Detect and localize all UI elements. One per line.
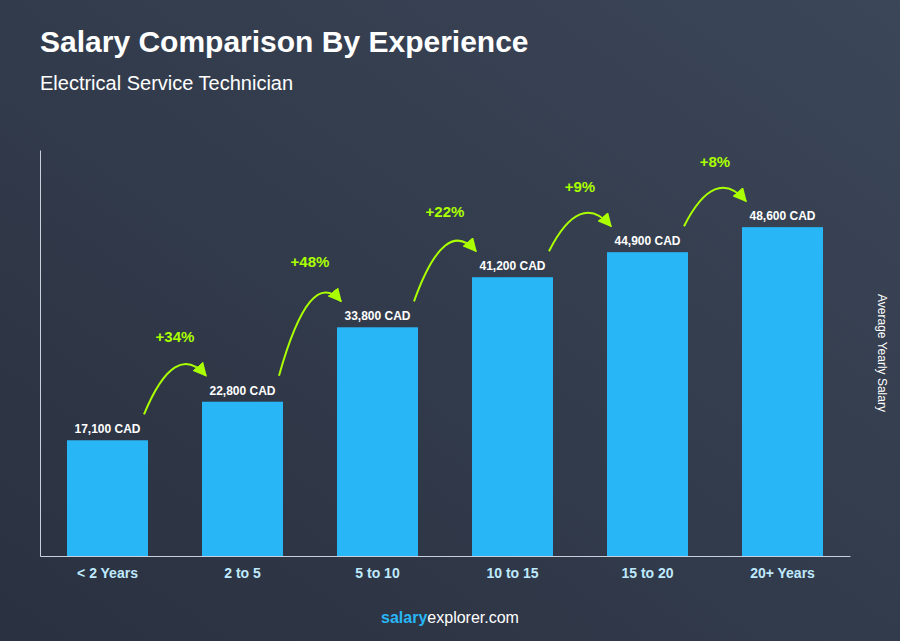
bars: [67, 227, 823, 556]
bar: [607, 252, 688, 556]
x-tick: 2 to 5: [224, 556, 261, 581]
data-label: 33,800 CAD: [344, 309, 410, 323]
x-tick: 20+ Years: [750, 556, 815, 581]
watermark-bold: salary: [381, 609, 427, 626]
x-axis-line: [41, 556, 851, 557]
x-tick: 5 to 10: [355, 556, 400, 581]
data-label: 17,100 CAD: [74, 422, 140, 436]
data-label: 44,900 CAD: [614, 234, 680, 248]
growth-arrow: [279, 292, 341, 375]
bar: [472, 277, 553, 556]
x-axis: < 2 Years 2 to 5 5 to 10 10 to 15 15 to 20 20…: [41, 556, 851, 581]
data-label: 22,800 CAD: [209, 384, 275, 398]
annotation: +22%: [426, 203, 465, 220]
annotation: +34%: [156, 328, 195, 345]
watermark: salaryexplorer.com: [381, 609, 519, 626]
annotations: +34% +48% +22% +9% +8%: [144, 153, 746, 414]
x-tick: 10 to 15: [486, 556, 538, 581]
x-tick-label: 5 to 10: [355, 565, 400, 581]
data-labels: 17,100 CAD 22,800 CAD 33,800 CAD 41,200 CAD…: [74, 209, 815, 436]
bar: [67, 440, 148, 556]
bar: [337, 327, 418, 556]
growth-arrow: [414, 241, 476, 302]
growth-arrow: [684, 188, 746, 226]
data-label: 41,200 CAD: [479, 259, 545, 273]
y-axis-title: Average Yearly Salary: [875, 294, 889, 412]
annotation: +48%: [291, 253, 330, 270]
bar: [202, 402, 283, 556]
x-tick-label: 15 to 20: [621, 565, 673, 581]
y-axis-line: [40, 151, 41, 557]
x-tick-label: 20+ Years: [750, 565, 815, 581]
data-label: 48,600 CAD: [749, 209, 815, 223]
x-tick: 15 to 20: [621, 556, 673, 581]
subtitle: Electrical Service Technician: [40, 72, 293, 94]
bar: [742, 227, 823, 556]
annotation: +9%: [565, 178, 595, 195]
growth-arrow: [144, 364, 206, 414]
annotation: +8%: [700, 153, 730, 170]
chart: Salary Comparison By Experience Electrica…: [0, 0, 900, 641]
y-axis: [40, 151, 41, 557]
x-tick-label: < 2 Years: [77, 565, 138, 581]
growth-arrow: [549, 213, 611, 251]
x-tick-label: 2 to 5: [224, 565, 261, 581]
x-tick: < 2 Years: [77, 556, 138, 581]
watermark-normal: explorer.com: [427, 609, 519, 626]
x-tick-label: 10 to 15: [486, 565, 538, 581]
title: Salary Comparison By Experience: [40, 25, 529, 58]
background: [0, 0, 900, 641]
